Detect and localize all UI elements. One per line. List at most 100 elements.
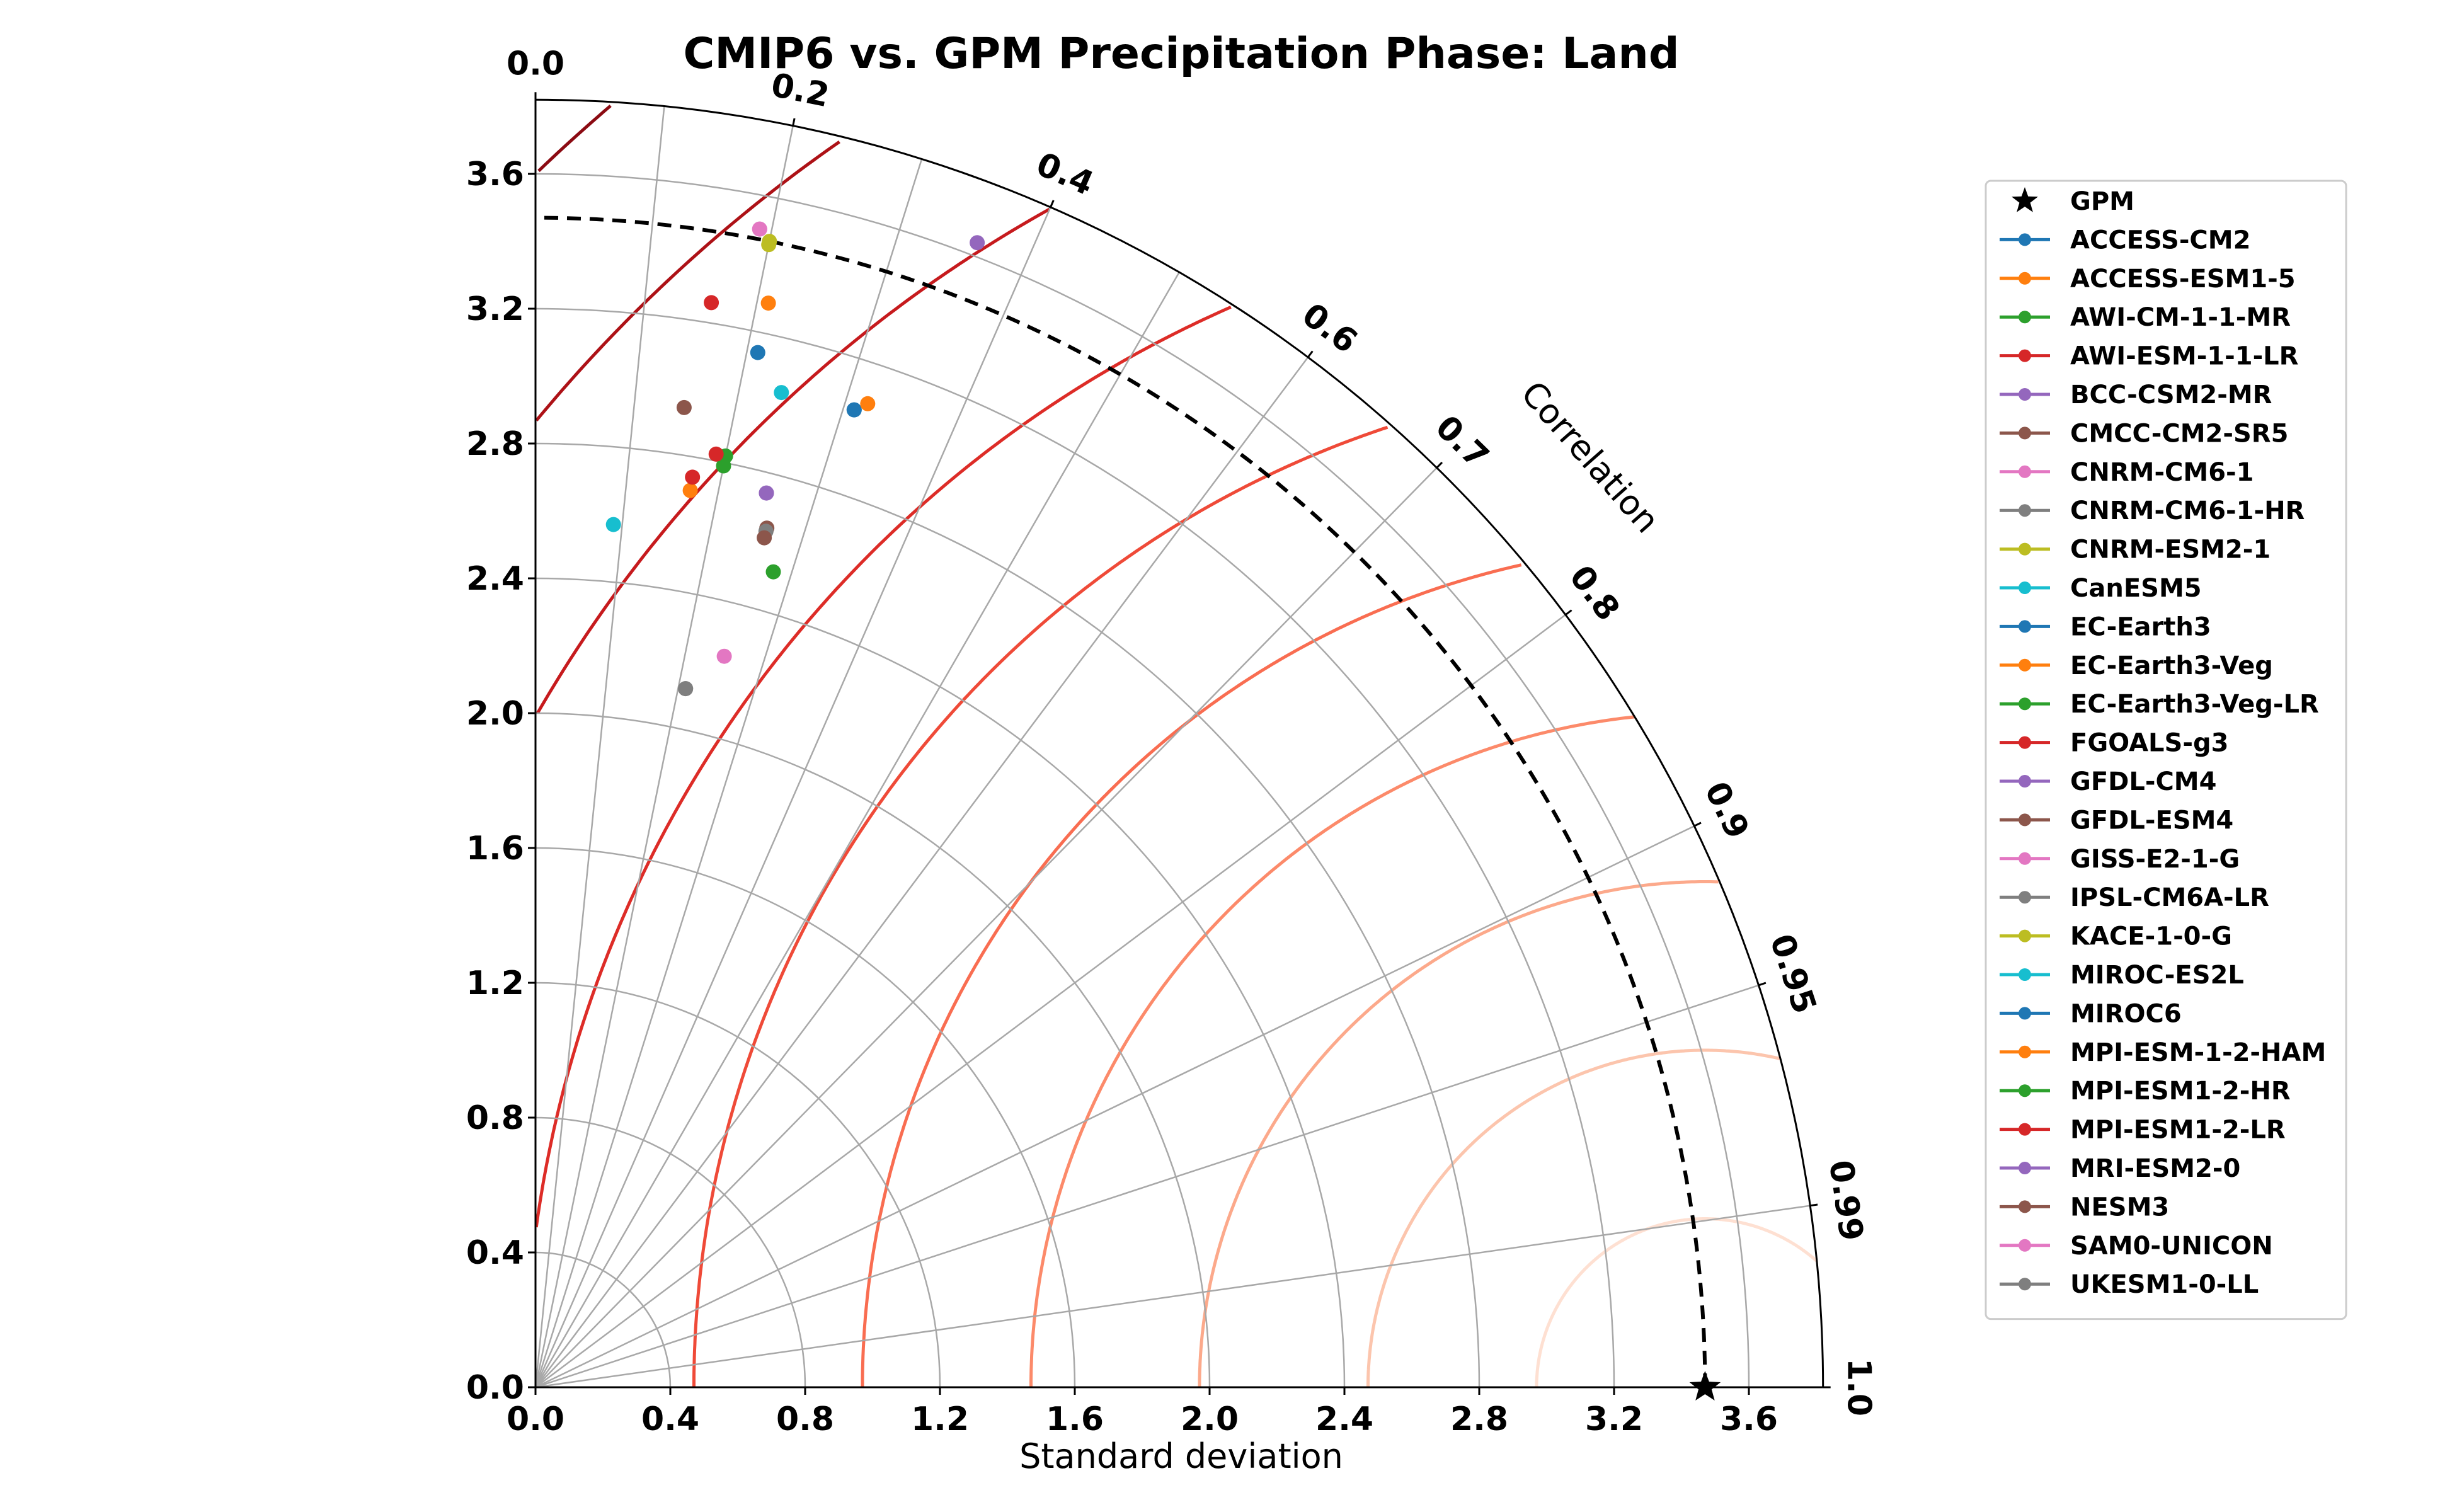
correlation-line-0.6 — [534, 357, 1309, 1388]
rmsd-contour-1.5 — [1198, 880, 1719, 1387]
correlation-line-0.1 — [534, 106, 665, 1388]
rmsd-contour-4 — [536, 207, 1050, 714]
corr-tick-mark-0.6 — [1307, 350, 1314, 358]
x-tick-label-2.8: 2.8 — [1450, 1400, 1508, 1438]
y-tick-label-0.8: 0.8 — [466, 1099, 524, 1137]
rmsd-contour-4.5 — [535, 140, 840, 422]
correlation-axis-label: Correlation — [1513, 374, 1667, 541]
tick-labels: 0.00.00.40.40.80.81.21.21.61.62.02.02.42… — [466, 45, 1878, 1438]
std-arc-0.4 — [535, 1251, 672, 1388]
std-arc-3.6 — [535, 173, 1750, 1388]
legend-marker-FGOALS-g3 — [2019, 736, 2031, 749]
std-arc-0.8 — [535, 1116, 806, 1388]
std-arc-2 — [535, 712, 1211, 1388]
correlation-line-0.99 — [535, 1205, 1811, 1389]
corr-tick-label-0.8: 0.8 — [1562, 559, 1627, 628]
x-tick-label-0.8: 0.8 — [776, 1400, 834, 1438]
x-axis-label: Standard deviation — [1019, 1436, 1343, 1476]
point-MRI-ESM2-0 — [759, 485, 774, 501]
point-CanESM5 — [605, 517, 621, 532]
legend-label-GFDL-ESM4: GFDL-ESM4 — [2070, 806, 2233, 835]
corr-tick-mark-0.95 — [1758, 982, 1767, 987]
legend-label-CanESM5: CanESM5 — [2070, 574, 2202, 603]
legend-label-GPM: GPM — [2070, 187, 2134, 216]
corr-tick-label-0.4: 0.4 — [1031, 146, 1099, 203]
legend-marker-BCC-CSM2-MR — [2019, 388, 2031, 401]
x-tick-label-0.4: 0.4 — [641, 1400, 699, 1438]
rmsd-contour-0.5 — [1535, 1217, 1818, 1388]
outer-arc — [535, 98, 1824, 1388]
correlation-line-0.9 — [535, 825, 1695, 1389]
legend-marker-ACCESS-CM2 — [2019, 233, 2031, 246]
legend-label-AWI-ESM-1-1-LR: AWI-ESM-1-1-LR — [2070, 342, 2298, 371]
point-FGOALS-g3 — [685, 469, 701, 485]
correlation-line-0.4 — [534, 207, 1051, 1388]
point-MPI-ESM1-2-HR — [716, 458, 731, 474]
std-arc-2.8 — [535, 442, 1480, 1388]
x-tick-label-3.2: 3.2 — [1585, 1400, 1643, 1438]
y-tick-label-3.6: 3.6 — [466, 156, 524, 193]
correlation-line-0.8 — [535, 614, 1566, 1389]
legend-marker-GPM — [2012, 187, 2038, 212]
point-CMCC-CM2-SR5 — [676, 399, 692, 415]
legend-label-MIROC-ES2L: MIROC-ES2L — [2070, 961, 2244, 990]
legend-marker-GISS-E2-1-G — [2019, 852, 2031, 865]
rmsd-contour-3 — [692, 425, 1389, 1387]
point-MPI-ESM1-2-LR — [708, 446, 724, 462]
correlation-line-0.7 — [535, 467, 1438, 1388]
point-MPI-ESM-1-2-HAM — [860, 396, 876, 411]
y-tick-label-1.6: 1.6 — [466, 830, 524, 868]
legend-marker-EC-Earth3-Veg — [2019, 658, 2031, 672]
legend-label-MPI-ESM1-2-LR: MPI-ESM1-2-LR — [2070, 1116, 2286, 1145]
legend-label-CNRM-CM6-1-HR: CNRM-CM6-1-HR — [2070, 496, 2305, 525]
legend-label-IPSL-CM6A-LR: IPSL-CM6A-LR — [2070, 883, 2269, 912]
legend-label-GISS-E2-1-G: GISS-E2-1-G — [2070, 845, 2240, 874]
legend-marker-EC-Earth3 — [2019, 620, 2031, 633]
legend-marker-CMCC-CM2-SR5 — [2019, 427, 2031, 440]
corr-tick-mark-0.2 — [792, 118, 796, 126]
plot-frame — [534, 98, 1824, 1389]
legend: GPM ACCESS-CM2 ACCESS-ESM1-5 AWI-CM-1-1-MR A… — [1984, 180, 2347, 1320]
corr-tick-label-1.0: 1.0 — [1840, 1358, 1878, 1416]
std-arc-1.6 — [535, 847, 1076, 1388]
legend-label-GFDL-CM4: GFDL-CM4 — [2070, 767, 2216, 796]
std-arc-3.2 — [535, 307, 1615, 1388]
y-tick-label-2.0: 2.0 — [466, 695, 524, 733]
rmsd-contour-2.5 — [861, 563, 1522, 1387]
legend-marker-GFDL-ESM4 — [2019, 813, 2031, 827]
legend-marker-AWI-ESM-1-1-LR — [2019, 349, 2031, 362]
correlation-line-0.5 — [534, 272, 1180, 1388]
legend-marker-CNRM-CM6-1 — [2019, 465, 2031, 478]
legend-label-CNRM-CM6-1: CNRM-CM6-1 — [2070, 458, 2254, 487]
legend-marker-KACE-1-0-G — [2019, 929, 2031, 942]
legend-label-KACE-1-0-G: KACE-1-0-G — [2070, 922, 2232, 951]
legend-marker-IPSL-CM6A-LR — [2019, 891, 2031, 904]
point-AWI-ESM-1-1-LR — [704, 295, 719, 311]
legend-marker-UKESM1-0-LL — [2019, 1278, 2031, 1291]
legend-marker-ACCESS-ESM1-5 — [2019, 272, 2031, 285]
std-arc-1.2 — [535, 982, 941, 1388]
legend-marker-CNRM-ESM2-1 — [2019, 542, 2031, 556]
y-tick-label-2.8: 2.8 — [466, 425, 524, 463]
rmsd-contour-1 — [1366, 1048, 1781, 1388]
legend-label-MIROC6: MIROC6 — [2070, 999, 2182, 1028]
legend-label-BCC-CSM2-MR: BCC-CSM2-MR — [2070, 381, 2272, 410]
x-tick-label-3.6: 3.6 — [1720, 1400, 1778, 1438]
correlation-line-0.3 — [534, 159, 923, 1388]
legend-marker-AWI-CM-1-1-MR — [2019, 311, 2031, 324]
point-GISS-E2-1-G — [716, 648, 732, 664]
legend-label-UKESM1-0-LL: UKESM1-0-LL — [2070, 1270, 2259, 1299]
point-BCC-CSM2-MR — [970, 235, 985, 251]
legend-marker-CNRM-CM6-1-HR — [2019, 504, 2031, 517]
legend-marker-MIROC-ES2L — [2019, 968, 2031, 981]
legend-label-EC-Earth3-Veg-LR: EC-Earth3-Veg-LR — [2070, 690, 2319, 719]
x-tick-label-0.0: 0.0 — [507, 1400, 564, 1438]
legend-label-CNRM-ESM2-1: CNRM-ESM2-1 — [2070, 536, 2271, 564]
rmsd-contour-5 — [537, 104, 612, 173]
correlation-line-0.2 — [534, 125, 794, 1388]
corr-tick-mark-0.7 — [1436, 461, 1443, 469]
point-KACE-1-0-G — [762, 234, 777, 249]
chart-title: CMIP6 vs. GPM Precipitation Phase: Land — [684, 29, 1680, 79]
data-points — [605, 221, 1721, 1400]
